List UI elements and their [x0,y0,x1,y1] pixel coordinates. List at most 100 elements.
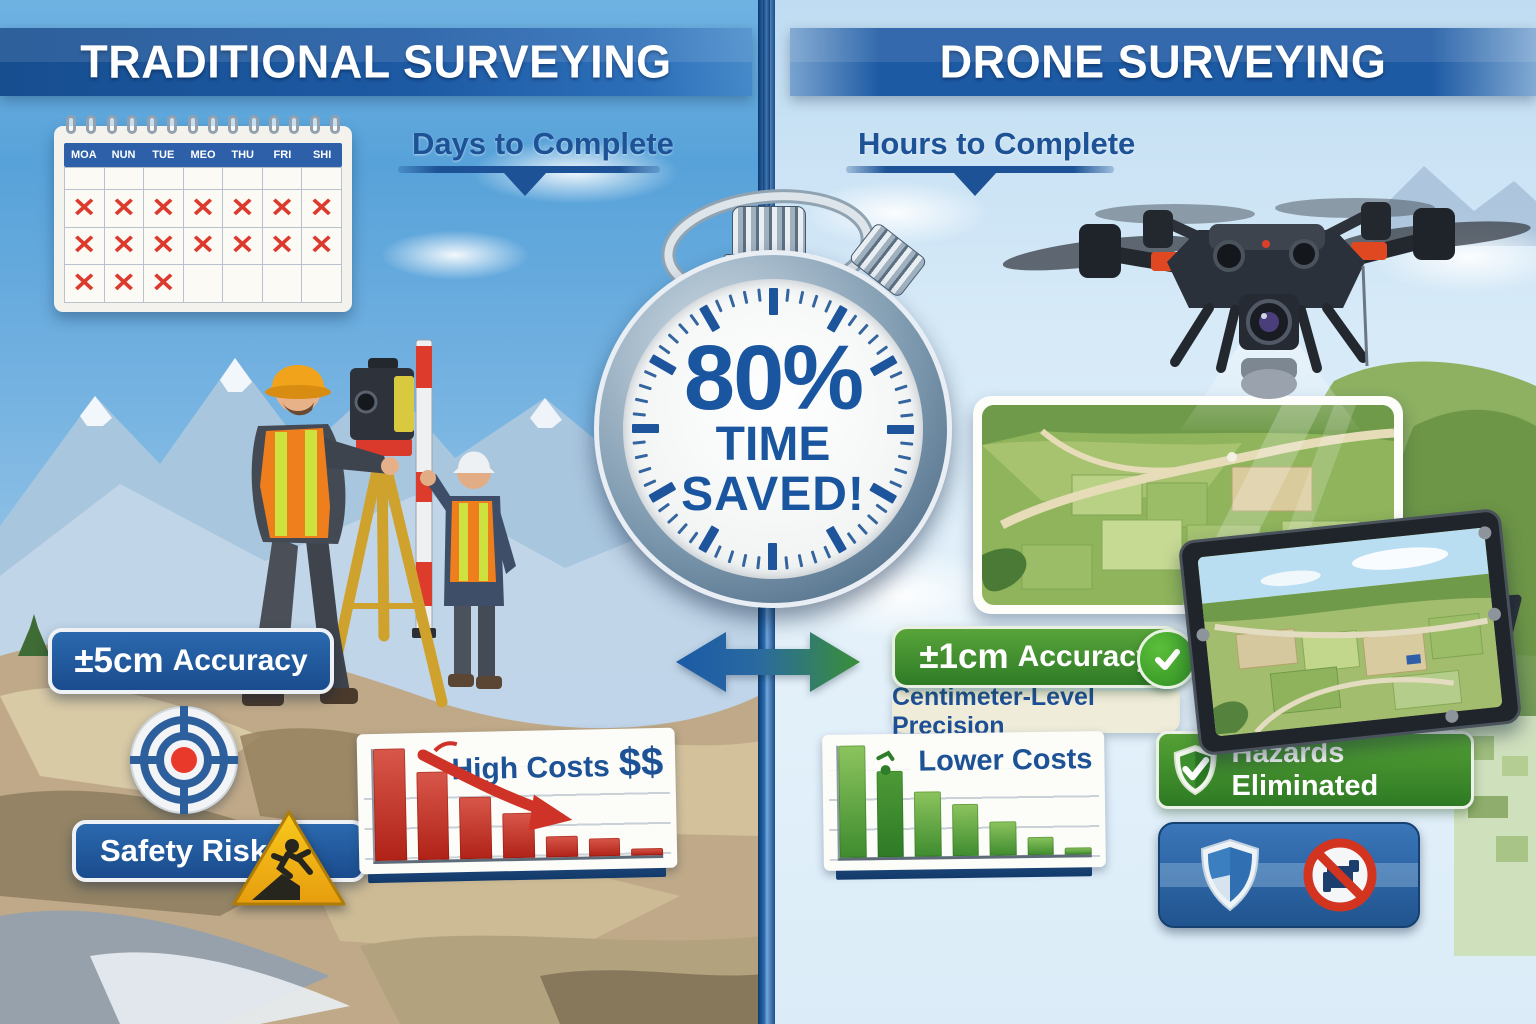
calendar-cell [223,168,263,190]
hours-to-complete-label: Hours to Complete [858,126,1136,161]
x-mark-icon: ✕ [72,193,97,223]
x-mark-icon: ✕ [72,230,97,261]
calendar-day-label: THU [231,149,254,161]
stopwatch-text: 80% TIME SAVED! [623,279,923,579]
calendar-day-header-row: MOA NUN TUE MEO THU FRI SHI [64,143,342,167]
traditional-header-banner: TRADITIONAL SURVEYING [0,28,752,96]
trend-icon [876,749,895,775]
x-mark-icon: ✕ [269,230,295,261]
calendar-cell: ✕ [183,227,224,266]
cost-bar [1027,836,1055,856]
stopwatch-face: 80% TIME SAVED! [623,279,923,579]
cost-bar [588,837,621,857]
check-circle-icon [1137,629,1197,689]
compare-arrow-icon [676,632,860,692]
calendar-cell [262,265,303,303]
safety-icons-badge [1158,822,1420,928]
spiral-ring-icon [208,115,219,134]
cost-bar [1065,847,1092,855]
calendar-day-label: SHI [312,149,332,161]
x-mark-icon: ✕ [190,193,216,223]
calendar-day-label: MEO [190,149,216,161]
x-mark-icon: ✕ [230,230,255,261]
x-mark-icon: ✕ [151,268,176,298]
calendar-cell [302,265,342,303]
calendar-cell [104,168,145,190]
lower-costs-chart: Lower Costs [822,731,1106,871]
cloud [380,230,530,280]
total-station-icon [350,358,414,440]
calendar-cell: ✕ [262,190,303,228]
precision-label: Centimeter-Level Precision [892,683,1180,740]
calendar-cell: ✕ [183,190,224,228]
calendar-day-label: FRI [273,149,292,161]
dollar-signs: $$ [618,739,664,785]
calendar-cell: ✕ [144,190,184,228]
cost-bar [951,804,980,857]
decline-arrow-icon [417,741,573,831]
x-mark-icon: ✕ [72,268,97,298]
x-mark-icon: ✕ [190,230,216,261]
calendar-cell [144,168,184,190]
calendar-cell: ✕ [65,265,105,303]
drone-accuracy-badge: ±1cm Accuracy [892,626,1197,689]
calendar-cell [65,168,105,190]
calendar-cell: ✕ [104,227,145,266]
x-mark-icon: ✕ [151,230,176,261]
time-saved-percent: 80% [683,327,864,430]
drone-header-title: DRONE SURVEYING [939,34,1387,88]
calendar-cell: ✕ [262,227,303,266]
time-saved-line2: TIME [715,418,831,471]
spiral-ring-icon [167,115,178,134]
calendar-cell [223,265,263,303]
spiral-ring-icon [106,115,117,134]
spiral-ring-icon [268,115,279,134]
calendar-cell: ✕ [144,265,184,303]
spiral-ring-icon [147,115,158,134]
stopwatch: 80% TIME SAVED! [566,170,970,610]
calendar-grid: ✕ ✕ ✕ ✕ ✕ ✕ ✕ ✕ ✕ ✕ ✕ ✕ ✕ ✕ ✕ ✕ ✕ [64,167,342,303]
cost-bar [914,791,942,857]
time-saved-line3: SAVED! [681,468,865,522]
accuracy-value: ±5cm [74,641,164,680]
tablet-bezel-dot [1477,525,1493,541]
cost-bar [838,745,867,858]
no-entry-icon [1303,838,1377,912]
calendar-cell: ✕ [223,227,263,266]
calendar-cell [183,168,224,190]
x-mark-icon: ✕ [309,193,334,223]
high-costs-chart: High Costs $$ [356,727,678,875]
spiral-ring-icon [86,115,97,134]
drone-header-banner: DRONE SURVEYING [790,28,1536,96]
spiral-ring-icon [329,115,340,134]
x-mark-icon: ✕ [309,230,334,261]
traditional-accuracy-badge: ±5cm Accuracy [48,628,334,694]
calendar-cell: ✕ [302,190,342,228]
spiral-ring-icon [126,115,137,134]
tablet-screen [1197,527,1503,737]
drone-accuracy-card: ±1cm Accuracy Centimeter-Level Precision [892,626,1197,740]
lower-costs-title-row: Lower Costs [875,743,1093,779]
spiral-ring-icon [228,115,239,134]
tablet [1177,507,1523,757]
accuracy-value: ±1cm [919,637,1009,676]
calendar: MOA NUN TUE MEO THU FRI SHI ✕ ✕ ✕ ✕ ✕ ✕ ✕ ✕ ✕ ✕ ✕ ✕ ✕ ✕ ✕ ✕ ✕ [54,115,352,312]
days-pointer-icon [503,172,547,196]
calendar-cell: ✕ [144,227,184,266]
accuracy-label: Accuracy [172,644,308,677]
cost-bar [876,770,904,858]
calendar-day-label: NUN [111,149,136,161]
stopwatch-bezel: 80% TIME SAVED! [594,250,952,608]
calendar-day-label: MOA [71,149,97,161]
cost-bar [372,748,407,861]
days-to-complete-label: Days to Complete [412,126,674,161]
cost-bar [631,848,664,856]
x-mark-icon: ✕ [230,193,255,223]
calendar-cell: ✕ [302,227,342,266]
spiral-ring-icon [66,115,76,134]
lower-costs-title: Lower Costs [918,743,1093,778]
calendar-day-label: TUE [152,149,175,161]
traditional-header-title: TRADITIONAL SURVEYING [80,34,672,88]
x-mark-icon: ✕ [111,268,136,298]
